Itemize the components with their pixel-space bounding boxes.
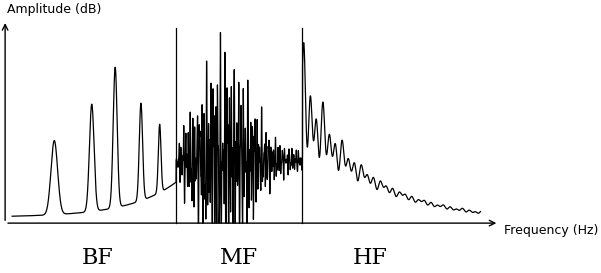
Text: BF: BF: [82, 247, 113, 269]
Text: Frequency (Hz): Frequency (Hz): [504, 224, 598, 237]
Text: HF: HF: [353, 247, 388, 269]
Text: Amplitude (dB): Amplitude (dB): [7, 3, 101, 16]
Text: MF: MF: [220, 247, 258, 269]
